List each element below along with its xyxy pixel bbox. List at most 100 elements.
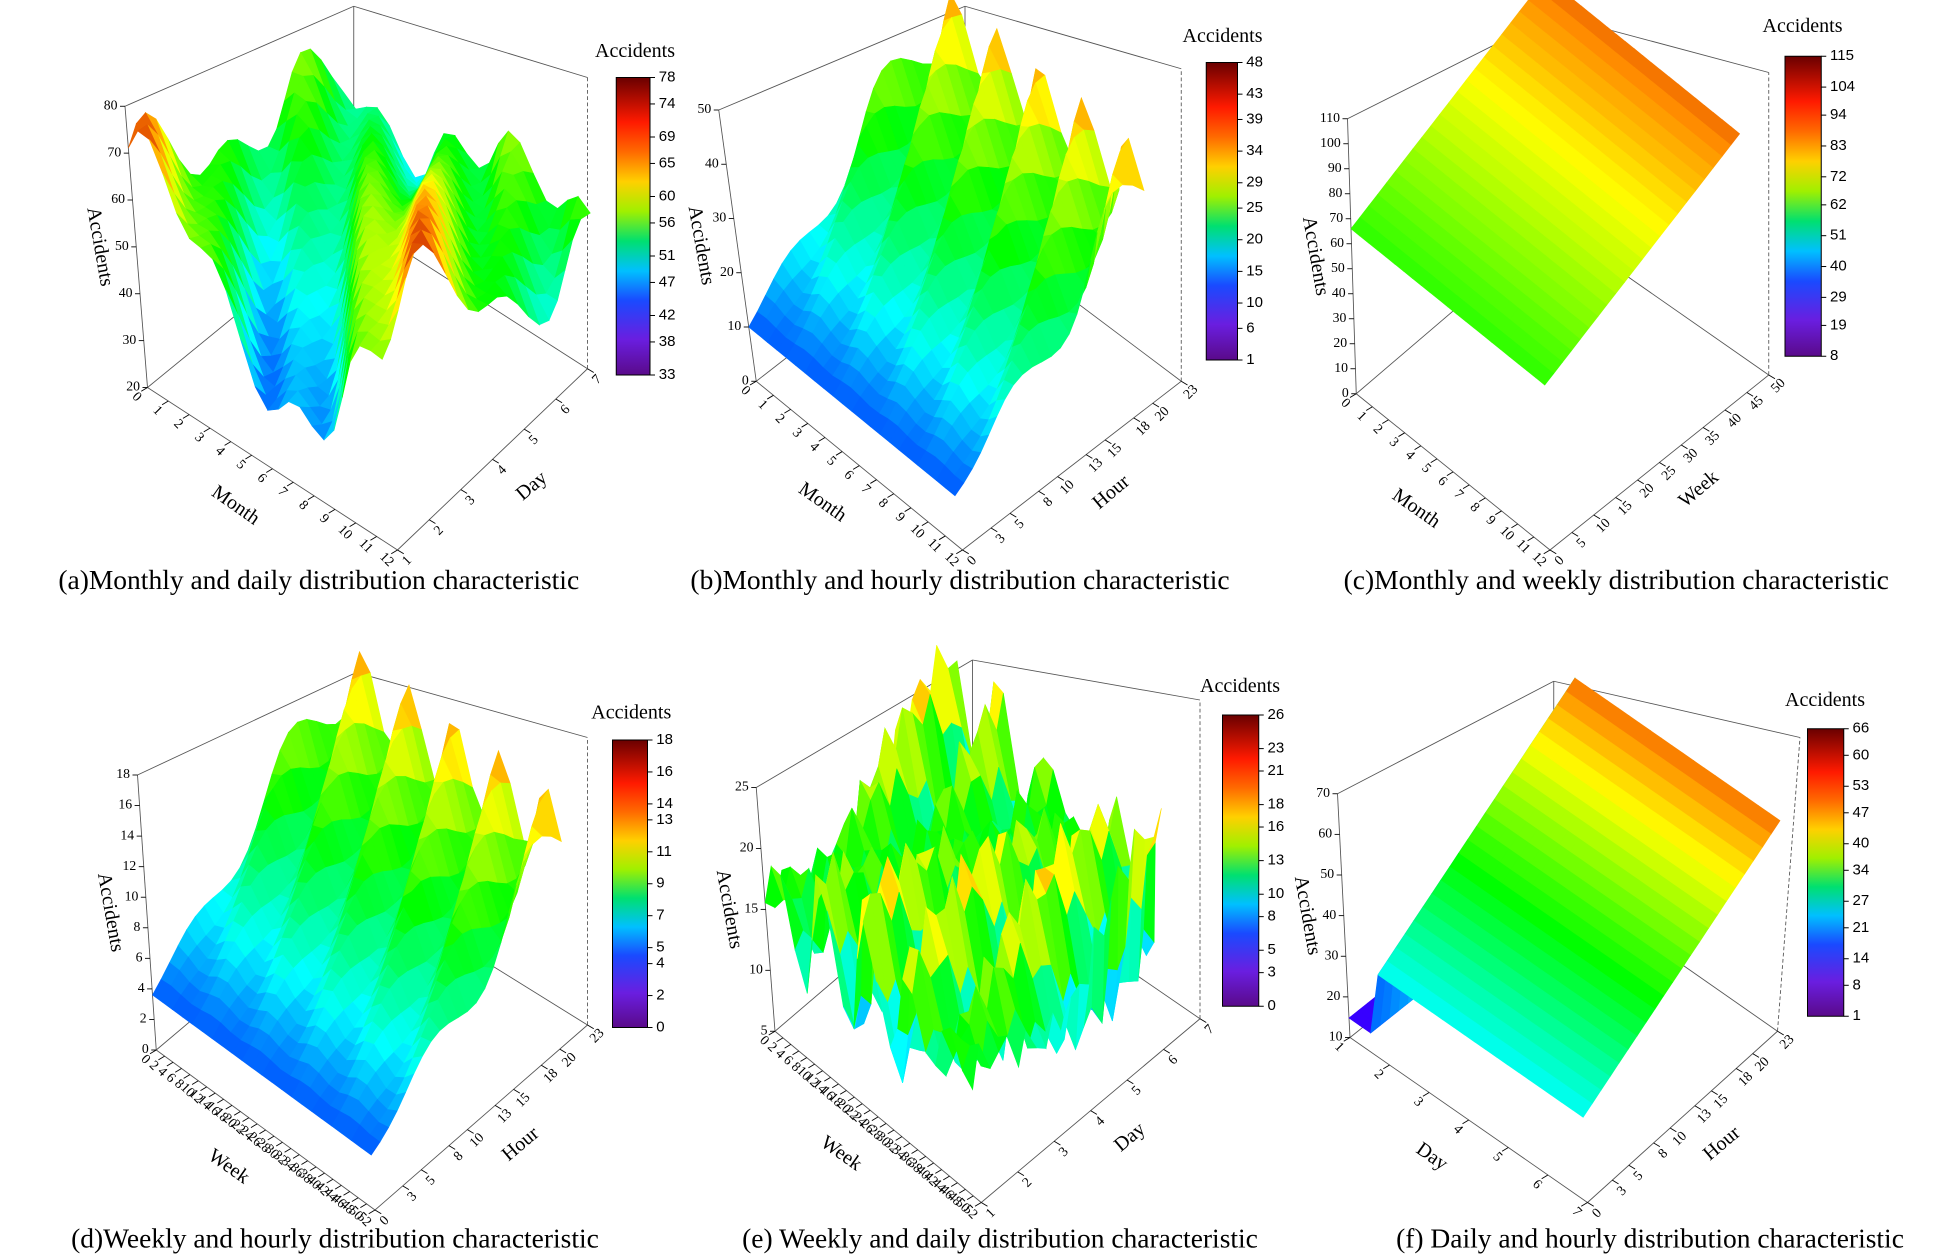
y-tick — [1694, 1105, 1702, 1110]
box-edge — [137, 672, 357, 776]
x-tick — [224, 441, 232, 446]
x-tick — [307, 495, 315, 500]
x-tick — [784, 1044, 792, 1049]
z-tick-label: 70 — [108, 144, 122, 159]
x-tick — [904, 507, 912, 512]
z-tick-label: 50 — [1331, 260, 1345, 275]
y-tick-label: 6 — [557, 401, 573, 417]
x-tick — [1527, 536, 1535, 542]
x-tick — [816, 1070, 823, 1075]
x-tick — [245, 454, 252, 460]
x-tick — [808, 1063, 815, 1069]
x-tick — [974, 1202, 982, 1207]
colorbar-tick-label: 4 — [656, 955, 664, 972]
colorbar-tick-label: 66 — [1853, 720, 1870, 737]
y-tick-label: 5 — [1011, 516, 1027, 532]
y-tick — [1009, 512, 1017, 518]
z-tick-label: 0 — [1342, 385, 1349, 400]
x-tick — [911, 1149, 919, 1154]
y-tick — [1038, 490, 1046, 496]
x-tick — [318, 1172, 325, 1178]
colorbar-tick-label: 94 — [1830, 106, 1847, 123]
x-tick-label: 6 — [841, 467, 857, 483]
y-axis-line — [374, 1024, 588, 1211]
y-tick — [541, 1064, 548, 1070]
y-tick-label: 2 — [430, 522, 446, 538]
x-tick-label: 3 — [1387, 434, 1403, 450]
z-tick-label: 30 — [1325, 947, 1339, 962]
x-tick — [1495, 510, 1502, 516]
panel-caption: (d)Weekly and hourly distribution charac… — [71, 1223, 599, 1254]
x-tick — [863, 1109, 871, 1115]
colorbar-tick-label: 69 — [659, 128, 676, 145]
y-tick — [460, 489, 468, 494]
y-tick — [981, 1202, 988, 1207]
y-tick-label: 10 — [1669, 1128, 1689, 1148]
y-tick-label: 3 — [992, 530, 1008, 546]
x-tick — [879, 1123, 887, 1128]
colorbar-tick-label: 23 — [1268, 740, 1285, 757]
x-tick — [208, 1092, 216, 1098]
colorbar-tick-label: 10 — [1268, 885, 1285, 902]
y-tick — [1659, 462, 1666, 467]
y-tick — [1085, 454, 1093, 459]
x-tick — [175, 1068, 182, 1073]
colorbar-label: Accidents — [1785, 689, 1865, 711]
x-tick — [852, 465, 860, 470]
colorbar-tick-label: 3 — [1268, 964, 1276, 981]
y-tick — [397, 549, 404, 555]
y-tick — [1199, 1018, 1207, 1023]
x-tick-label: 7 — [1451, 486, 1467, 502]
z-tick-label: 20 — [740, 840, 754, 855]
y-tick-label: 18 — [540, 1065, 560, 1085]
colorbar-tick-label: 18 — [656, 731, 673, 748]
panel-caption: (b)Monthly and hourly distribution chara… — [690, 564, 1229, 595]
colorbar-tick-label: 0 — [1268, 997, 1276, 1014]
box-edge — [1553, 680, 1801, 738]
colorbar-tick-label: 18 — [1268, 796, 1285, 813]
z-tick-label: 20 — [126, 379, 140, 394]
y-tick — [1571, 532, 1579, 537]
x-tick — [847, 1096, 855, 1102]
colorbar-tick-label: 10 — [1246, 294, 1263, 311]
x-tick-label: 3 — [1411, 1094, 1427, 1110]
y-tick-label: 35 — [1702, 428, 1722, 448]
y-tick-label: 5 — [1128, 1082, 1144, 1098]
x-axis-label: Week — [204, 1144, 254, 1188]
x-tick — [203, 427, 211, 433]
z-tick-label: 30 — [1333, 310, 1347, 325]
colorbar-label: Accidents — [595, 40, 675, 62]
y-tick-label: 15 — [1615, 498, 1635, 518]
y-tick-label: 3 — [462, 492, 478, 508]
x-tick — [935, 1169, 942, 1174]
y-tick — [1777, 1030, 1784, 1036]
x-tick — [1382, 419, 1389, 424]
colorbar-tick-label: 1 — [1246, 351, 1254, 368]
colorbar-tick-label: 2 — [656, 987, 664, 1004]
colorbar-tick-label: 34 — [1853, 861, 1870, 878]
x-tick-label: 9 — [1484, 512, 1500, 528]
x-tick — [887, 1129, 895, 1135]
y-tick-label: 20 — [559, 1049, 579, 1069]
colorbar-tick-label: 5 — [1268, 941, 1276, 958]
z-tick-label: 60 — [1318, 826, 1332, 841]
y-tick-label: 1 — [983, 1205, 999, 1221]
x-tick-label: 9 — [317, 511, 333, 527]
x-tick — [360, 1203, 367, 1208]
surface-patch — [1535, 366, 1555, 386]
colorbar-tick-label: 5 — [656, 939, 664, 956]
y-axis-line — [962, 380, 1182, 551]
y-tick — [1152, 402, 1160, 408]
y-tick — [492, 458, 499, 464]
y-tick-label: 3 — [1614, 1183, 1630, 1199]
box-edge — [964, 5, 1182, 70]
surface-patch — [370, 338, 392, 360]
y-axis-label: Hour — [1699, 1121, 1745, 1164]
y-tick-label: 50 — [1768, 375, 1788, 395]
y-tick — [1615, 497, 1623, 502]
x-tick — [776, 1037, 784, 1042]
x-axis-label: Month — [1388, 484, 1444, 533]
